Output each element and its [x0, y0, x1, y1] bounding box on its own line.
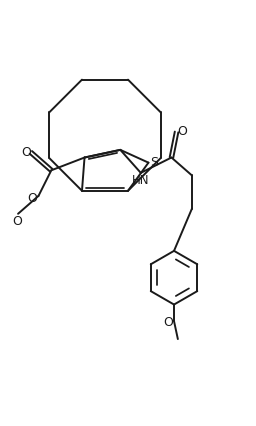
Text: O: O [177, 125, 187, 138]
Text: O: O [12, 214, 22, 227]
Text: O: O [21, 145, 31, 158]
Text: O: O [27, 191, 37, 204]
Text: HN: HN [132, 173, 150, 186]
Text: O: O [164, 315, 173, 328]
Text: S: S [150, 155, 158, 168]
